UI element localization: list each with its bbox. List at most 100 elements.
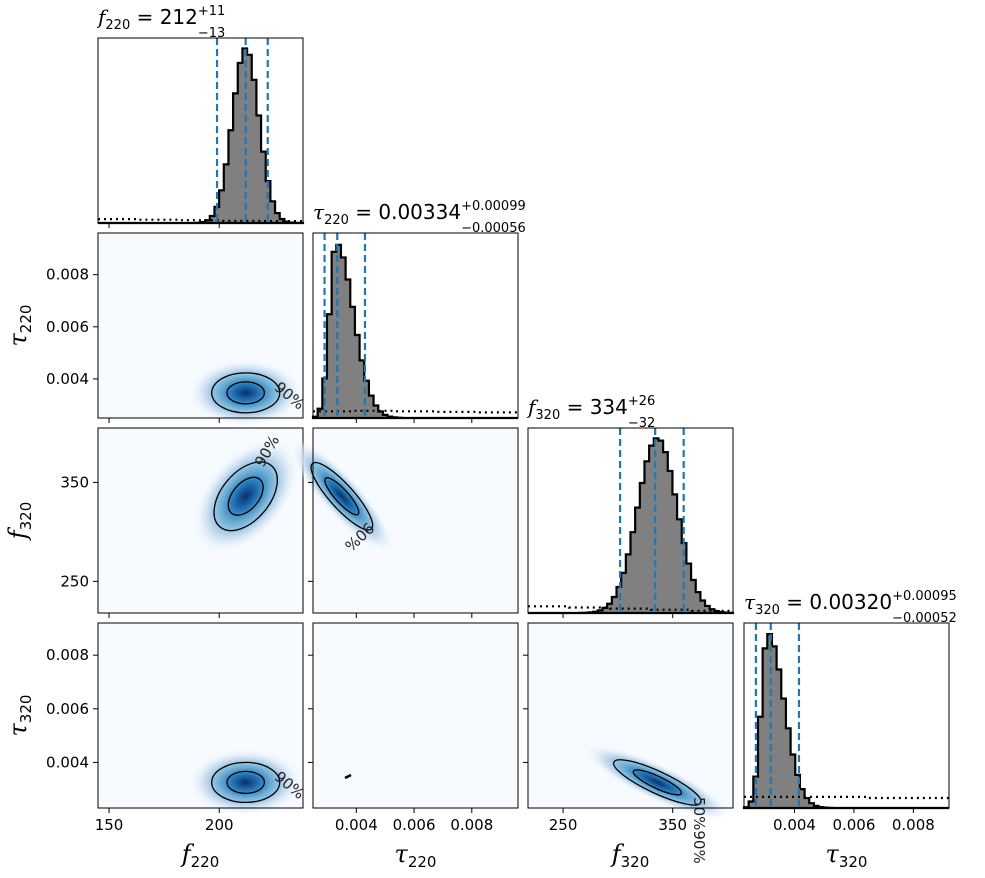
- panel-3-0: 90%: [93, 622, 308, 817]
- contour-90: [213, 461, 278, 532]
- y-tick-label: 0.008: [46, 266, 89, 284]
- contour-90: [310, 461, 374, 531]
- posterior-histogram-3: [742, 633, 949, 810]
- density-cloud: [289, 439, 395, 554]
- x-axis-label-sub: 220: [191, 853, 220, 871]
- posterior-histogram-1: [311, 243, 518, 420]
- panel-frame: [743, 622, 950, 809]
- x-tick-label: 0.008: [892, 816, 935, 834]
- contour-50: [324, 477, 360, 516]
- x-tick-label: 150: [95, 816, 124, 834]
- x-tick-label: 0.008: [450, 816, 493, 834]
- contour-90: [211, 761, 281, 804]
- panel-frame: [97, 622, 304, 809]
- title-sub: 320: [535, 408, 560, 423]
- density-cloud: [187, 748, 304, 817]
- panel-frame: [312, 427, 519, 614]
- panel-frame: [312, 622, 519, 809]
- title-sub: 320: [755, 603, 780, 618]
- x-tick-label: 200: [205, 816, 234, 834]
- y-tick-label: 0.006: [46, 700, 89, 718]
- prior-line-2: [528, 605, 733, 612]
- panel-1-0: 90%: [93, 232, 308, 427]
- y-axis-label-3: τ320: [4, 695, 35, 737]
- panel-2-1: 90%: [289, 427, 519, 618]
- density-cloud: [582, 743, 732, 821]
- panel-0-0: f220 = 212+11−13: [96, 4, 305, 228]
- contour-50: [226, 770, 266, 795]
- density-group: 50%90%: [582, 743, 732, 864]
- y-tick-label: 0.008: [46, 646, 89, 664]
- x-tick-label: 0.004: [773, 816, 816, 834]
- y-axis-label-2: f320: [4, 502, 35, 542]
- x-axis-label-sub: 320: [621, 853, 650, 871]
- title-value: = 0.00334: [349, 200, 461, 224]
- title-1: τ220 = 0.00334+0.00099: [313, 199, 526, 228]
- contour-50: [226, 381, 266, 405]
- contour-50: [227, 476, 264, 516]
- title-symbol: τ: [313, 200, 325, 224]
- x-axis-label-2: f320: [610, 840, 650, 871]
- y-tick-label: 0.004: [46, 370, 89, 388]
- panel-3-1: [308, 622, 519, 813]
- posterior-histogram-0: [98, 47, 305, 225]
- panel-2-0: 90%: [93, 427, 304, 618]
- prior-line-3: [744, 795, 949, 800]
- y-axis-label-sub: 320: [17, 695, 35, 724]
- contour-90: [612, 759, 702, 806]
- prior-line-1: [313, 409, 518, 414]
- title-value: = 334: [560, 395, 628, 419]
- title-sub: 220: [105, 18, 130, 33]
- panel-3-3: τ320 = 0.00320+0.00095−0.00052: [742, 589, 957, 813]
- title-plus: +0.00099: [461, 199, 526, 214]
- contour-label: 50%90%: [690, 797, 708, 864]
- title-value: = 0.00320: [780, 590, 892, 614]
- title-value: = 212: [130, 5, 198, 29]
- title-plus: +11: [198, 4, 225, 19]
- contour-90: [211, 372, 281, 414]
- y-axis-label-1: τ220: [4, 305, 35, 347]
- title-minus-0: −13: [198, 26, 225, 41]
- x-tick-label: 250: [549, 816, 578, 834]
- title-0: f220 = 212+11: [96, 4, 225, 33]
- title-minus-2: −32: [628, 416, 655, 431]
- title-plus: +26: [628, 394, 655, 409]
- y-tick-label: 0.006: [46, 318, 89, 336]
- panel-1-1: τ220 = 0.00334+0.00099−0.00056: [311, 199, 526, 423]
- y-tick-label: 0.004: [46, 753, 89, 771]
- density-group: 90%: [187, 748, 308, 817]
- title-symbol: τ: [744, 590, 756, 614]
- prior-line-0: [98, 218, 303, 223]
- posterior-histogram-2: [528, 437, 735, 615]
- x-tick-label: 350: [658, 816, 687, 834]
- panel-2-2: f320 = 334+26−32: [526, 394, 735, 618]
- y-axis-label-sub: 220: [17, 305, 35, 334]
- title-sub: 220: [324, 213, 349, 228]
- contour-50: [632, 769, 683, 796]
- x-axis-label-0: f220: [180, 840, 220, 871]
- title-plus: +0.00095: [892, 589, 957, 604]
- panel-3-2: 50%90%: [523, 622, 734, 864]
- title-3: τ320 = 0.00320+0.00095: [744, 589, 957, 618]
- y-tick-label: 250: [60, 572, 89, 590]
- title-2: f320 = 334+26: [526, 394, 655, 423]
- y-axis-label-sub: 320: [17, 502, 35, 531]
- x-tick-label: 0.006: [832, 816, 875, 834]
- panel-frame: [97, 427, 304, 614]
- panel-frame: [312, 232, 519, 419]
- panel-frame: [97, 37, 304, 224]
- title-minus-1: −0.00056: [461, 221, 526, 236]
- x-axis-label-sub: 220: [408, 853, 437, 871]
- x-tick-label: 0.006: [393, 816, 436, 834]
- density-bg: [313, 623, 518, 808]
- panel-frame: [527, 427, 734, 614]
- density-cloud: [187, 358, 304, 427]
- x-axis-label-3: τ320: [826, 840, 868, 871]
- panel-frame: [97, 232, 304, 419]
- density-group: 90%: [191, 432, 300, 555]
- x-axis-label-sub: 320: [839, 853, 868, 871]
- title-minus-3: −0.00052: [892, 611, 957, 626]
- x-tick-label: 0.004: [335, 816, 378, 834]
- contour-blob: [344, 773, 352, 780]
